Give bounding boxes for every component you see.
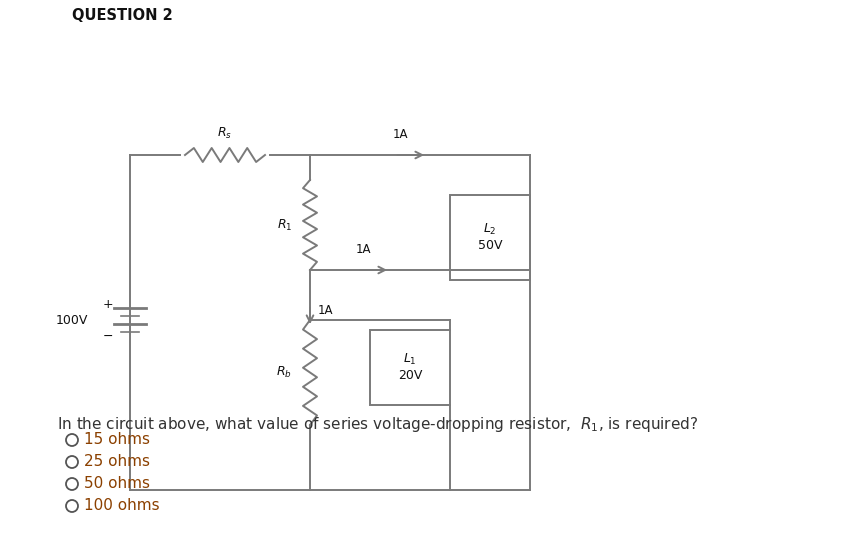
Text: In the circuit above, what value of series voltage-dropping resistor,  $R_1$, is: In the circuit above, what value of seri… xyxy=(57,415,699,434)
Text: $R_b$: $R_b$ xyxy=(277,365,292,380)
Text: −: − xyxy=(103,330,113,342)
Text: 1A: 1A xyxy=(393,128,408,141)
Text: 100V: 100V xyxy=(55,313,88,326)
Text: +: + xyxy=(103,298,113,311)
Text: 50 ohms: 50 ohms xyxy=(84,476,150,492)
Text: $L_1$: $L_1$ xyxy=(403,352,417,367)
Text: 15 ohms: 15 ohms xyxy=(84,433,150,447)
Bar xyxy=(370,330,450,405)
Text: 1A: 1A xyxy=(356,243,372,256)
Bar xyxy=(450,195,530,280)
Text: 100 ohms: 100 ohms xyxy=(84,499,160,513)
Text: $R_1$: $R_1$ xyxy=(277,217,292,233)
Text: 20V: 20V xyxy=(397,369,422,382)
Text: 25 ohms: 25 ohms xyxy=(84,455,150,469)
Text: $R_s$: $R_s$ xyxy=(218,126,232,141)
Text: $L_2$: $L_2$ xyxy=(483,222,497,237)
Text: 1A: 1A xyxy=(318,304,334,317)
Text: 50V: 50V xyxy=(477,239,502,252)
Text: QUESTION 2: QUESTION 2 xyxy=(72,8,173,23)
